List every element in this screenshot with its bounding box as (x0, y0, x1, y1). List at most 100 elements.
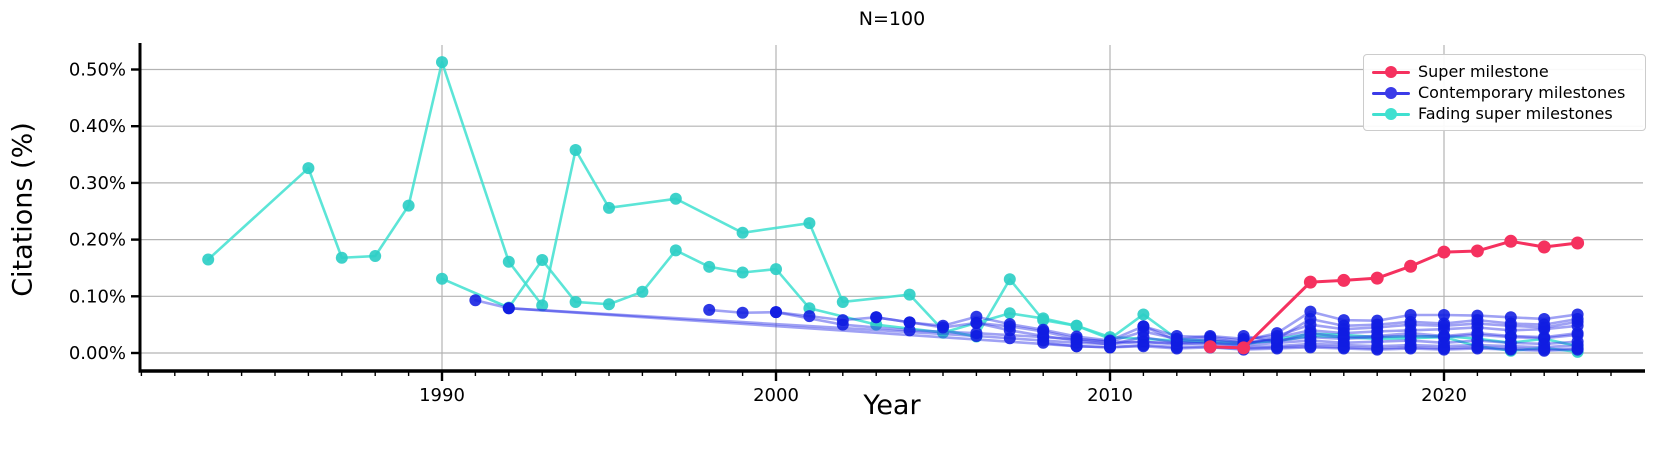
fading-data-point (536, 254, 549, 267)
contemporary-data-point (1504, 329, 1517, 342)
contemporary-data-point (1438, 343, 1450, 356)
contemporary-data-point (1003, 324, 1016, 337)
fading-data-point (703, 260, 716, 273)
contemporary-data-point (703, 303, 716, 316)
tick-label: 0.10% (69, 286, 126, 307)
chart-legend: Super milestone Contemporary milestones Fa… (1363, 54, 1646, 131)
super-data-point (1337, 273, 1351, 287)
contemporary-data-point (1070, 340, 1083, 353)
tick-label: 0.00% (69, 343, 126, 364)
fading-data-point (569, 144, 582, 157)
fading-data-point (1003, 273, 1016, 286)
contemporary-data-point (1438, 329, 1450, 342)
tick-label: 0.50% (69, 60, 126, 81)
y-axis-label: Citations (%) (7, 122, 39, 297)
tick-label: 2000 (753, 385, 799, 406)
contemporary-data-point (1337, 342, 1350, 355)
fading-data-point (903, 288, 916, 301)
fading-data-point (736, 266, 749, 279)
contemporary-data-point (937, 321, 949, 334)
contemporary-data-point (1504, 343, 1517, 356)
legend-label: Fading super milestones (1418, 104, 1613, 123)
fading-series-line (440, 249, 1579, 348)
contemporary-data-point (1237, 329, 1250, 342)
fading-data-point (770, 263, 782, 276)
tick-label: 2010 (1087, 385, 1133, 406)
contemporary-data-point (970, 327, 983, 340)
contemporary-data-point (736, 306, 749, 319)
contemporary-data-point (836, 318, 849, 331)
contemporary-data-point (1304, 327, 1317, 340)
fading-data-point (302, 162, 315, 175)
contemporary-data-point (1104, 341, 1116, 354)
fading-data-point (1003, 307, 1016, 320)
contemporary-data-point (1371, 343, 1384, 356)
fading-data-point (335, 251, 348, 264)
tick-label: 0.30% (69, 173, 126, 194)
fading-data-point (669, 192, 682, 205)
tick-label: 1990 (419, 385, 465, 406)
super-data-point (1537, 240, 1551, 254)
fading-data-point (436, 56, 448, 69)
legend-line-marker-icon (1372, 107, 1410, 121)
contemporary-data-point (803, 310, 816, 323)
fading-data-point (402, 199, 415, 212)
contemporary-data-point (1371, 329, 1384, 342)
contemporary-data-point (1404, 342, 1417, 355)
super-data-point (1203, 340, 1217, 354)
contemporary-data-point (1471, 342, 1484, 355)
contemporary-data-point (1304, 341, 1317, 354)
contemporary-data-point (1137, 320, 1150, 333)
contemporary-data-point (1271, 335, 1283, 348)
fading-data-point (803, 217, 816, 230)
fading-data-point (636, 285, 649, 298)
contemporary-data-point (870, 311, 883, 324)
fading-data-point (202, 253, 215, 266)
legend-item: Contemporary milestones (1372, 82, 1635, 103)
contemporary-data-point (1504, 317, 1517, 330)
contemporary-series-line (874, 315, 1579, 343)
legend-label: Super milestone (1418, 62, 1549, 81)
contemporary-data-point (1371, 318, 1384, 331)
x-axis-label: Year (863, 390, 921, 421)
legend-line-marker-icon (1372, 86, 1410, 100)
super-data-point (1571, 236, 1585, 250)
fading-data-point (603, 298, 615, 311)
fading-data-point (736, 226, 749, 239)
contemporary-data-point (502, 302, 515, 315)
contemporary-data-point (970, 316, 983, 329)
contemporary-data-point (1304, 312, 1317, 325)
contemporary-data-point (1538, 318, 1551, 331)
fading-data-point (1037, 312, 1050, 325)
legend-item: Fading super milestones (1372, 103, 1635, 124)
fading-data-point (569, 295, 582, 308)
tick-label: 0.20% (69, 230, 126, 251)
contemporary-data-point (1571, 343, 1584, 356)
contemporary-data-point (1170, 334, 1183, 347)
contemporary-data-point (1538, 344, 1551, 357)
contemporary-data-point (1438, 309, 1450, 322)
contemporary-data-point (1538, 331, 1551, 344)
legend-line-marker-icon (1372, 65, 1410, 79)
fading-data-point (369, 250, 382, 263)
contemporary-data-point (1337, 331, 1350, 344)
fading-data-point (536, 299, 549, 312)
super-data-point (1437, 245, 1451, 259)
contemporary-data-point (1337, 319, 1350, 332)
fading-data-point (669, 244, 682, 257)
tick-label: 2020 (1421, 385, 1467, 406)
super-data-point (1303, 275, 1317, 289)
tick-label: 0.40% (69, 116, 126, 137)
super-data-point (1404, 259, 1418, 273)
super-data-point (1504, 234, 1518, 248)
fading-data-point (1137, 308, 1150, 321)
fading-data-point (836, 295, 849, 308)
super-data-point (1470, 244, 1484, 258)
contemporary-data-point (1571, 312, 1584, 325)
contemporary-data-point (1037, 336, 1050, 349)
contemporary-data-point (1404, 327, 1417, 340)
fading-data-point (1070, 319, 1083, 332)
contemporary-data-point (1404, 315, 1417, 328)
contemporary-data-point (1471, 327, 1484, 340)
